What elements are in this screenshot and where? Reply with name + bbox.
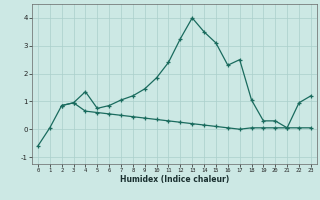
X-axis label: Humidex (Indice chaleur): Humidex (Indice chaleur) (120, 175, 229, 184)
